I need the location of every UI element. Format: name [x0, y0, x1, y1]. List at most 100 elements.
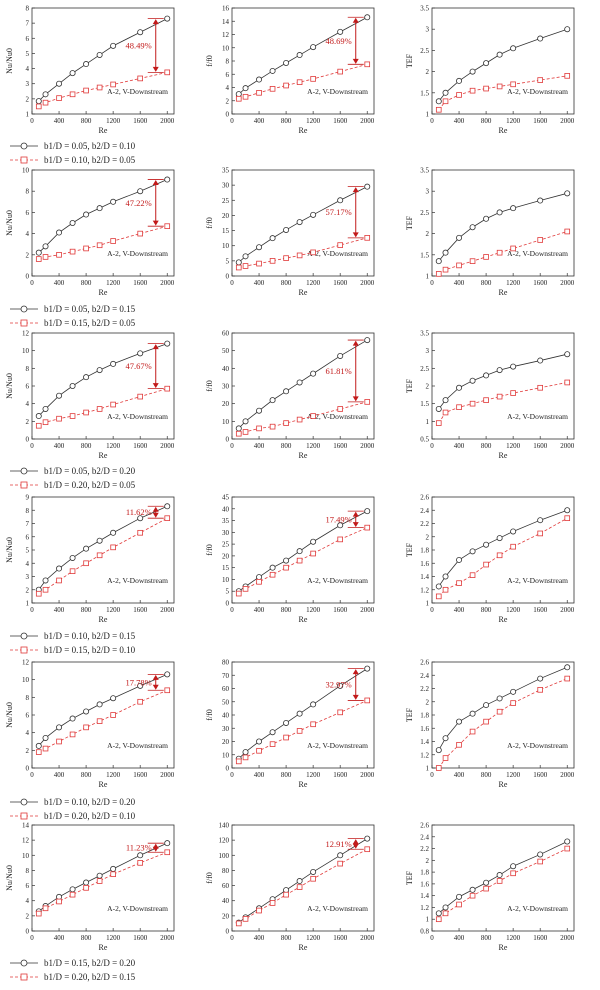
legend-solid-marker [10, 467, 38, 475]
y-tick-label: 20 [222, 738, 230, 746]
x-tick-label: 800 [81, 279, 92, 287]
y-tick-label: 25 [222, 541, 230, 549]
y-tick-label: 1.5 [420, 400, 429, 408]
series1-point [35, 249, 42, 256]
legend-item-dashed: b1/D = 0.20, b2/D = 0.10 [8, 810, 208, 824]
series2-point [69, 891, 76, 898]
plot-frame [431, 824, 575, 932]
chart-r6c1: 0 400 800 1200 1600 2000 0 2 4 6 8 10 12 14 Re Nu/Nu0 A-… [5, 822, 175, 953]
y-tick-label: 30 [222, 182, 230, 190]
series1-point [269, 235, 276, 242]
series2-point [235, 590, 242, 597]
series2-point [510, 543, 516, 550]
x-tick-label: 1200 [306, 606, 321, 614]
series2-point [42, 745, 49, 752]
series1-point [456, 718, 463, 725]
y-tick-label: 10 [222, 418, 230, 426]
arrow-head-down [152, 846, 159, 852]
series2-point [337, 709, 343, 716]
arrow-head-up [352, 340, 359, 346]
chart-r1c3: 0 400 800 1200 1600 2000 1 1.5 2 2.5 3 3.5 Re TEF A-2,… [405, 5, 575, 136]
y-axis-label: Nu/Nu0 [5, 865, 14, 891]
series1-point [564, 838, 571, 845]
x-tick-label: 0 [30, 442, 34, 450]
series1-point [96, 205, 103, 212]
series1-point [56, 392, 63, 399]
percent-label: 47.67% [126, 361, 152, 371]
x-tick-label: 800 [481, 606, 492, 614]
series2-point [269, 741, 276, 747]
series-line-2 [38, 388, 168, 427]
x-tick-label: 1600 [133, 606, 148, 614]
x-axis-label: Re [299, 288, 308, 297]
series1-point [42, 734, 49, 741]
y-tick-label: 2 [426, 698, 430, 706]
series1-point [537, 197, 544, 204]
series1-point [537, 675, 544, 682]
percent-label: 48.49% [126, 40, 152, 50]
legend-label: b1/D = 0.05, b2/D = 0.20 [44, 466, 136, 476]
chart-r2c3: 0 400 800 1200 1600 2000 1 1.5 2 2.5 3 3.5 Re TEF A-2,… [405, 167, 575, 298]
annotation-label: A-2, V-Downstream [507, 87, 568, 96]
x-tick-label: 2000 [160, 442, 175, 450]
x-tick-label: 1600 [533, 279, 548, 287]
y-tick-label: 35 [222, 167, 230, 175]
x-tick-label: 0 [430, 606, 434, 614]
x-tick-label: 400 [454, 934, 465, 942]
y-axis-label: TEF [405, 378, 414, 393]
series2-point [35, 590, 42, 597]
series1-point [83, 374, 90, 381]
series1-point [483, 541, 490, 548]
chart-r6c2: 0 400 800 1200 1600 2000 0 20 40 60 80 100 120 140 Re f… [205, 822, 375, 953]
series2-point [137, 230, 143, 237]
y-tick-label: 8 [26, 694, 30, 702]
x-tick-label: 800 [281, 117, 292, 125]
series1-point [235, 425, 242, 432]
y-tick-label: 50 [222, 347, 230, 355]
legend-label: b1/D = 0.15, b2/D = 0.20 [44, 958, 136, 968]
series2-point [337, 68, 343, 75]
series1-point [164, 15, 171, 22]
y-tick-label: 0 [226, 765, 230, 773]
y-tick-label: 30 [222, 725, 230, 733]
series2-point [310, 721, 316, 728]
series1-point [296, 878, 303, 885]
x-axis-label: Re [499, 126, 508, 135]
series2-point [496, 552, 503, 559]
chart-r4c2: 0 400 800 1200 1600 2000 0 5 10 15 20 25 30 35 40 45 Re f… [205, 494, 375, 625]
series1-point [137, 188, 144, 195]
x-tick-label: 800 [81, 606, 92, 614]
x-tick-label: 2000 [360, 934, 375, 942]
series-line-2 [238, 700, 368, 762]
percent-label: 32.97% [326, 680, 352, 690]
series1-point [164, 840, 171, 847]
x-tick-label: 1200 [506, 771, 521, 779]
series1-point [164, 671, 171, 678]
series2-point [483, 85, 489, 92]
series2-point [296, 884, 303, 890]
arrow-head-up [352, 839, 359, 845]
series2-point [456, 580, 462, 586]
series2-point [442, 910, 449, 917]
x-tick-label: 2000 [560, 771, 575, 779]
series2-point [483, 885, 489, 892]
series2-point [364, 846, 371, 853]
x-tick-label: 1600 [333, 279, 348, 287]
y-tick-label: 2.5 [420, 209, 429, 217]
series2-point [364, 697, 371, 704]
legend-item-solid: b1/D = 0.10, b2/D = 0.15 [8, 630, 208, 644]
series2-point [110, 81, 116, 88]
percent-label: 57.17% [326, 207, 352, 217]
x-tick-label: 400 [254, 771, 265, 779]
plot-frame [31, 7, 175, 115]
y-tick-label: 120 [219, 837, 230, 845]
annotation-label: A-2, V-Downstream [307, 904, 368, 913]
series1-point [435, 747, 442, 754]
series2-point [283, 420, 289, 426]
series1-point [496, 51, 503, 58]
series1-point [510, 688, 517, 695]
series1-point [164, 176, 171, 183]
y-tick-label: 15 [222, 564, 230, 572]
series1-point [256, 244, 263, 251]
series1-point [96, 537, 103, 544]
